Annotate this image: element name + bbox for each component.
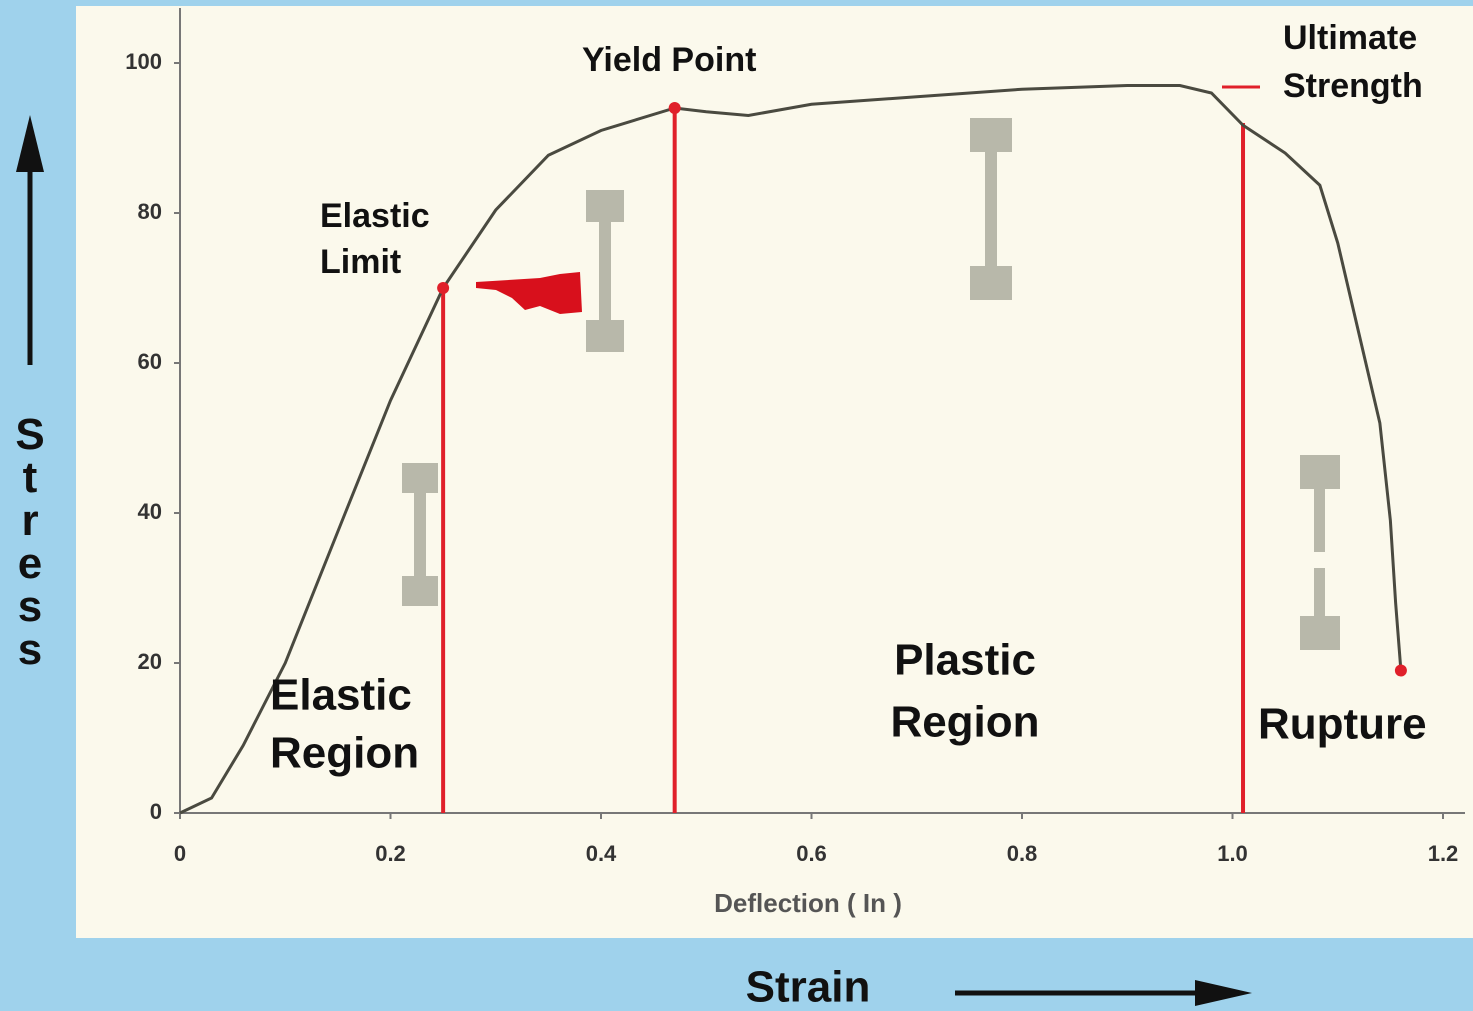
annotation: Plastic <box>894 636 1036 685</box>
key-point <box>437 282 450 294</box>
annotation: Limit <box>320 243 401 281</box>
annotation: Ultimate <box>1283 19 1417 57</box>
annotation: Elastic <box>270 671 412 720</box>
x-tick-label: 0 <box>174 841 186 866</box>
annotation: Strength <box>1283 67 1423 105</box>
x-tick-label: 0.6 <box>796 841 827 866</box>
x-tick-label: 0.2 <box>375 841 406 866</box>
stress-curve <box>179 84 1403 815</box>
x-tick-label: 1.2 <box>1428 841 1459 866</box>
y-tick-label: 0 <box>150 799 162 824</box>
key-point <box>1394 664 1407 677</box>
key-point <box>668 102 681 114</box>
annotation: Elastic <box>320 197 430 235</box>
annotation: Region <box>270 729 419 778</box>
specimen-icons <box>402 118 1340 650</box>
y-tick-label: 100 <box>125 49 162 74</box>
x-tick-label: 1.0 <box>1217 841 1248 866</box>
x-axis-label: Deflection ( In ) <box>714 888 902 918</box>
y-tick-label: 40 <box>138 499 162 524</box>
y-tick-label: 20 <box>138 649 162 674</box>
annotation: Yield Point <box>582 41 756 79</box>
annotation: Rupture <box>1258 700 1427 749</box>
y-arrowhead <box>16 115 44 172</box>
annotation: Region <box>890 698 1039 747</box>
y-axis-label: Stress <box>6 410 55 668</box>
y-tick-label: 60 <box>138 349 162 374</box>
y-tick-label: 80 <box>138 199 162 224</box>
plot-panel <box>76 6 1473 938</box>
x-tick-label: 0.4 <box>586 841 617 866</box>
x-arrowhead <box>1195 980 1252 1006</box>
x-tick-label: 0.8 <box>1007 841 1038 866</box>
strain-label: Strain <box>746 963 871 1011</box>
pointer-hand <box>476 272 582 314</box>
